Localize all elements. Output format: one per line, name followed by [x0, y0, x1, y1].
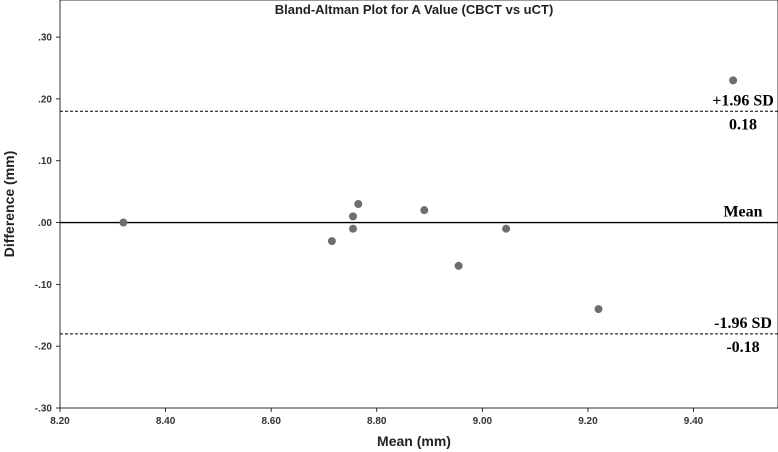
- x-axis: 8.20 8.40 8.60 8.80 9.00 9.20 9.40: [50, 408, 704, 427]
- data-point: [349, 212, 358, 221]
- data-point: [594, 305, 603, 314]
- reference-lines: +1.96 SD 0.18 Mean -1.96 SD -0.18: [60, 92, 778, 356]
- reference-line-value: 0.18: [729, 116, 757, 133]
- reference-line-label: +1.96 SD: [712, 92, 774, 109]
- y-tick-label: -.10: [35, 280, 53, 291]
- data-points: [119, 76, 738, 314]
- x-axis-title: Mean (mm): [377, 433, 451, 449]
- x-tick-label: 8.40: [156, 416, 176, 427]
- y-tick-label: .20: [38, 94, 52, 105]
- data-point: [119, 218, 128, 227]
- reference-line-label: Mean: [723, 204, 762, 221]
- x-tick-label: 8.20: [50, 416, 70, 427]
- data-point: [327, 237, 336, 246]
- x-tick-label: 9.00: [473, 416, 493, 427]
- x-tick-label: 8.80: [367, 416, 387, 427]
- x-tick-label: 9.20: [578, 416, 598, 427]
- y-tick-label: .10: [38, 156, 52, 167]
- y-tick-label: .00: [38, 218, 52, 229]
- data-point: [354, 200, 363, 208]
- data-point: [420, 206, 429, 215]
- data-point: [454, 261, 463, 270]
- x-tick-label: 9.40: [684, 416, 704, 427]
- y-axis-title: Difference (mm): [1, 151, 17, 258]
- y-tick-label: -.30: [35, 404, 53, 415]
- data-point: [502, 224, 511, 233]
- reference-line-label: -1.96 SD: [714, 315, 772, 332]
- reference-line-value: -0.18: [726, 339, 759, 356]
- x-tick-label: 8.60: [261, 416, 281, 427]
- chart-title: Bland-Altman Plot for A Value (CBCT vs u…: [275, 2, 554, 17]
- y-tick-label: -.20: [35, 342, 53, 353]
- data-point: [349, 224, 358, 233]
- plot-frame: [59, 0, 778, 409]
- y-axis: -.30 -.20 -.10 .00 .10 .20 .30: [35, 33, 60, 415]
- y-tick-label: .30: [38, 33, 52, 44]
- data-point: [729, 76, 738, 85]
